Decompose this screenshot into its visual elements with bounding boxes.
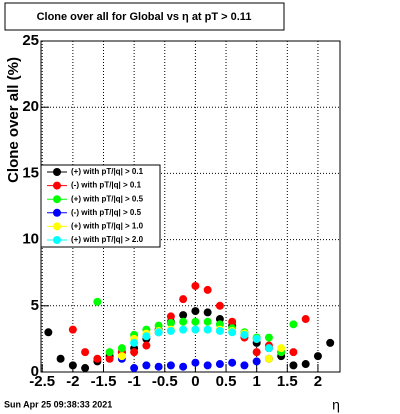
x-tick-label: -2 (66, 373, 79, 390)
point (68, 325, 77, 334)
point (154, 328, 163, 337)
legend-marker (53, 181, 61, 190)
point (179, 295, 188, 304)
legend-box (40, 164, 161, 248)
point (240, 330, 249, 339)
point (264, 344, 273, 353)
point (179, 362, 188, 371)
legend-marker (53, 236, 61, 244)
point (289, 348, 298, 357)
legend-marker (53, 222, 61, 231)
point (81, 364, 90, 373)
point (277, 344, 286, 353)
point (191, 358, 200, 367)
point (81, 348, 90, 357)
point (93, 354, 102, 363)
point (166, 312, 175, 321)
point (117, 344, 126, 353)
point (264, 354, 273, 363)
point (130, 364, 139, 373)
title-box (4, 2, 285, 31)
y-axis-label: Clone over all (%) (5, 57, 22, 183)
point (191, 325, 200, 334)
point (44, 328, 53, 337)
point (203, 361, 212, 370)
point (252, 334, 261, 343)
x-tick-label: 1 (253, 373, 261, 390)
y-tick-label: 20 (22, 98, 39, 115)
x-tick-label: 2 (314, 373, 322, 390)
legend-marker (53, 195, 61, 204)
x-tick-label: 1.5 (277, 373, 298, 390)
y-tick-label: 25 (22, 32, 39, 49)
point (179, 325, 188, 334)
x-axis-label: η (332, 397, 340, 413)
point (203, 317, 212, 326)
point (264, 333, 273, 342)
x-tick-label: -0.5 (152, 373, 178, 390)
legend-label: (+) with pT/|q| > 0.5 (71, 194, 144, 203)
point (179, 311, 188, 320)
legend-marker (53, 208, 61, 217)
x-tick-label: -1 (127, 373, 140, 390)
point (313, 352, 322, 361)
legend-label: (+) with pT/|q| > 1.0 (71, 222, 144, 231)
point (191, 307, 200, 316)
footer: Sun Apr 25 09:38:33 2021 (4, 399, 112, 409)
y-tick-label: 10 (22, 231, 39, 248)
x-tick-label: 0.5 (216, 373, 237, 390)
point (179, 317, 188, 326)
point (301, 360, 310, 369)
point (68, 361, 77, 370)
point (105, 354, 114, 363)
point (130, 338, 139, 347)
point (142, 341, 151, 350)
point (301, 315, 310, 324)
point (215, 326, 224, 335)
point (240, 361, 249, 370)
point (228, 358, 237, 367)
chart-title: Clone over all for Global vs η at pT > 0… (37, 11, 252, 23)
point (166, 361, 175, 370)
point (228, 328, 237, 337)
point (289, 320, 298, 329)
legend-label: (-) with pT/|q| > 0.5 (71, 208, 142, 217)
point (56, 354, 65, 363)
point (228, 317, 237, 326)
legend-marker (53, 168, 61, 176)
point (191, 281, 200, 290)
point (142, 361, 151, 370)
point (166, 319, 175, 328)
y-tick-label: 5 (31, 297, 39, 314)
point (117, 352, 126, 361)
point (105, 348, 114, 357)
point (203, 308, 212, 317)
point (326, 338, 335, 347)
x-tick-label: -2.5 (29, 373, 55, 390)
point (289, 361, 298, 370)
point (191, 317, 200, 326)
point (215, 301, 224, 310)
y-tick-label: 0 (31, 363, 39, 380)
point (166, 326, 175, 335)
point (203, 285, 212, 294)
point (130, 348, 139, 357)
y-tick-label: 15 (22, 164, 39, 181)
x-tick-label: -1.5 (91, 373, 117, 390)
point (93, 297, 102, 306)
point (203, 325, 212, 334)
x-tick-label: 0 (191, 373, 199, 390)
point (215, 360, 224, 369)
point (252, 357, 261, 366)
legend-label: (+) with pT/|q| > 2.0 (71, 235, 144, 244)
legend-label: (-) with pT/|q| > 0.1 (71, 181, 142, 190)
point (142, 332, 151, 341)
point (252, 348, 261, 357)
legend-label: (+) with pT/|q| > 0.1 (71, 167, 144, 176)
point (154, 362, 163, 371)
